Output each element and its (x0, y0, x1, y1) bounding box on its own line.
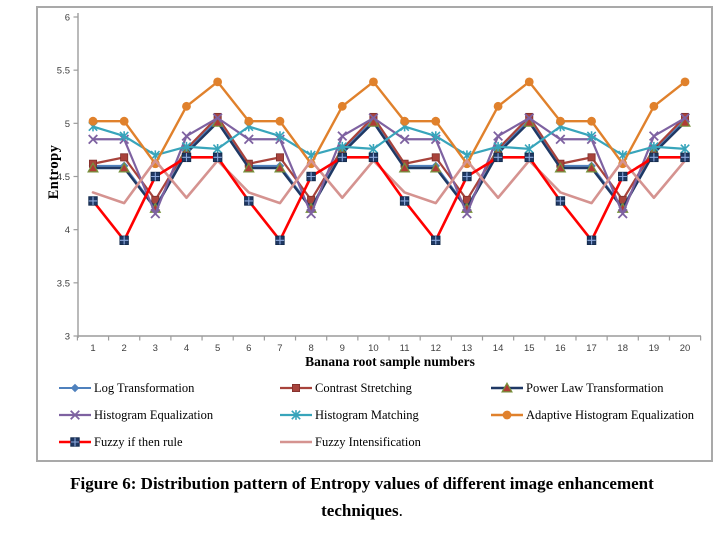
legend-marker-contrast-stretching (280, 384, 312, 392)
figure-caption: Figure 6: Distribution pattern of Entrop… (0, 470, 724, 524)
legend-marker-log-transformation (59, 383, 91, 393)
legend-label: Power Law Transformation (526, 380, 664, 395)
caption-line-1: Figure 6: Distribution pattern of Entrop… (70, 474, 654, 493)
y-tick-label: 3.5 (57, 278, 70, 289)
legend-item-power-law-transformation: Power Law Transformation (490, 378, 708, 398)
legend-marker-fuzzy-if-then-rule (59, 437, 91, 447)
y-tick-label: 5 (65, 119, 70, 130)
x-tick-label: 14 (493, 343, 504, 354)
series-line-fuzzy-if-then-rule (91, 156, 687, 242)
x-tick-label: 13 (462, 343, 473, 354)
legend-label: Log Transformation (94, 380, 195, 395)
y-tick-label: 4 (65, 225, 70, 236)
y-tick-label: 6 (65, 13, 70, 24)
x-axis-title: Banana root sample numbers (305, 354, 475, 369)
x-axis-ticks: 1 2 3 4 5 6 7 8 9 10 11 12 13 14 15 16 17 18 19 20 (76, 336, 702, 354)
x-tick-label: 4 (184, 343, 189, 354)
series-line-histogram-matching (91, 125, 687, 157)
legend-marker-adaptive-histogram-equalization (491, 410, 523, 420)
y-axis-ticks: 3 3.5 4 4.5 5 5.5 6 (57, 13, 78, 343)
x-tick-label: 17 (586, 343, 597, 354)
series-line-fuzzy-intensification (91, 159, 687, 205)
legend-marker-histogram-matching (280, 410, 312, 420)
x-tick-label: 5 (215, 343, 220, 354)
series-line-histogram-equalization (91, 116, 687, 215)
x-tick-label: 11 (400, 343, 410, 354)
series-line-adaptive-histogram-equalization (91, 80, 687, 165)
legend-item-adaptive-histogram-equalization: Adaptive Histogram Equalization (490, 405, 708, 425)
legend-item-fuzzy-if-then-rule: Fuzzy if then rule (58, 432, 279, 452)
legend-item-log-transformation: Log Transformation (58, 378, 279, 398)
legend-label: Adaptive Histogram Equalization (526, 407, 695, 422)
legend-label: Histogram Matching (315, 407, 419, 422)
legend-label: Contrast Stretching (315, 380, 412, 395)
x-tick-label: 7 (277, 343, 282, 354)
legend-item-contrast-stretching: Contrast Stretching (279, 378, 490, 398)
x-tick-label: 6 (246, 343, 251, 354)
x-tick-label: 3 (153, 343, 158, 354)
y-tick-label: 5.5 (57, 66, 70, 77)
legend-item-histogram-matching: Histogram Matching (279, 405, 490, 425)
x-tick-label: 19 (649, 343, 660, 354)
legend-marker-fuzzy-intensification (280, 440, 312, 444)
x-tick-label: 1 (90, 343, 95, 354)
chart-legend: Log Transformation Contrast Stretching Pow… (58, 378, 708, 452)
series-markers-fuzzy-if-then-rule (88, 152, 690, 246)
x-tick-label: 18 (617, 343, 628, 354)
x-tick-label: 15 (524, 343, 535, 354)
x-tick-label: 10 (368, 343, 379, 354)
x-tick-label: 8 (308, 343, 313, 354)
legend-marker-power-law-transformation (491, 381, 523, 393)
legend-label: Histogram Equalization (94, 407, 214, 422)
x-tick-label: 2 (122, 343, 127, 354)
x-tick-label: 9 (340, 343, 345, 354)
legend-item-histogram-equalization: Histogram Equalization (58, 405, 279, 425)
legend-label: Fuzzy Intensification (315, 434, 421, 449)
y-axis-title: Entropy (46, 144, 62, 200)
x-tick-label: 12 (430, 343, 441, 354)
legend-marker-histogram-equalization (59, 410, 91, 420)
caption-line-2: techniques. (321, 501, 403, 520)
x-tick-label: 16 (555, 343, 566, 354)
caption-period: . (398, 501, 403, 520)
x-tick-label: 20 (680, 343, 691, 354)
y-tick-label: 3 (65, 332, 70, 343)
entropy-line-chart: 33.544.555.561 2 3 4 5 6 7 8 9 10 11 12 13 14 15 16 17 18… (57, 13, 702, 354)
legend-label: Fuzzy if then rule (94, 434, 183, 449)
series-line-contrast-stretching (91, 115, 687, 201)
y-tick-label: 4.5 (57, 172, 70, 183)
legend-item-fuzzy-intensification: Fuzzy Intensification (279, 432, 490, 452)
